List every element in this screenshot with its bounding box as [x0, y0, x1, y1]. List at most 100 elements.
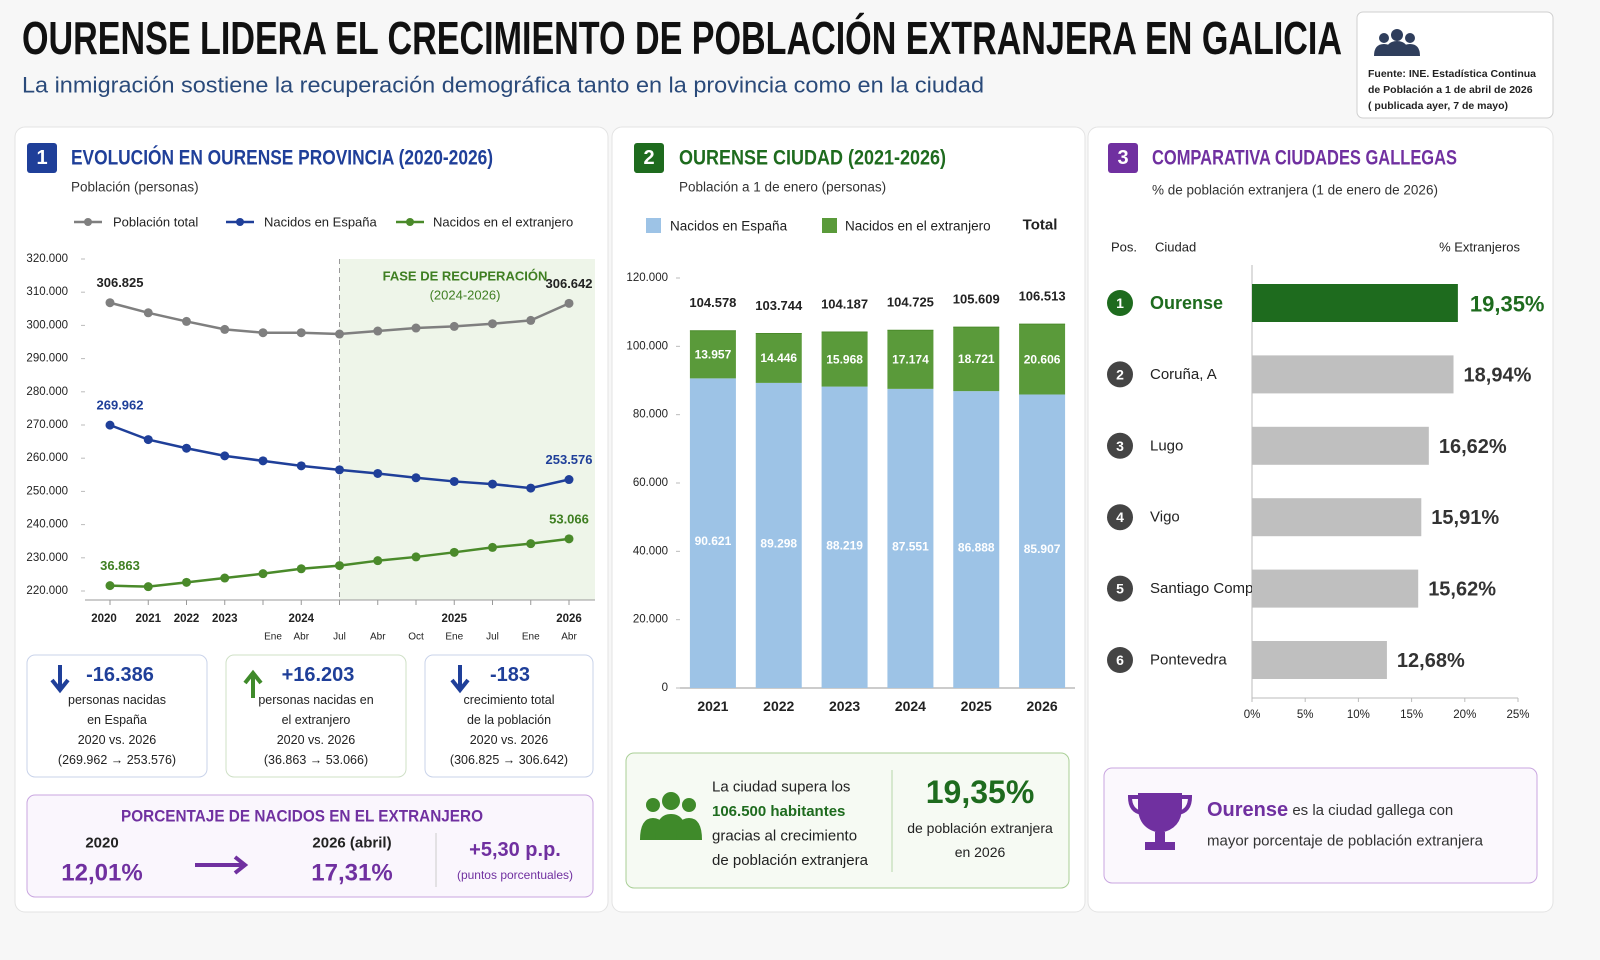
- data-label: 36.863: [100, 558, 140, 573]
- x-tick-label: 15%: [1400, 709, 1423, 721]
- panel-number: 3: [1117, 147, 1128, 169]
- y-tick-label: 220.000: [26, 585, 68, 597]
- point: [373, 556, 383, 566]
- bar-segment: [953, 327, 1000, 392]
- bar-segment: [689, 330, 736, 379]
- kpi-text: (269.962 → 253.576): [58, 753, 176, 767]
- y-tick-label: 100.000: [626, 340, 668, 352]
- x-tick-label: 0%: [1244, 709, 1261, 721]
- y-tick-label: 40.000: [633, 545, 668, 557]
- point: [182, 316, 191, 326]
- x-tick-label: 2023: [829, 698, 860, 714]
- city-note: en 2026: [955, 844, 1006, 860]
- kpi-value: -183: [490, 664, 530, 686]
- position-badge: [1107, 647, 1133, 673]
- y-tick-label: 20.000: [633, 614, 668, 626]
- panel-title: COMPARATIVA CIUDADES GALLEGAS: [1152, 147, 1457, 170]
- city-text: gracias al crecimiento: [712, 828, 857, 845]
- y-tick-label: 250.000: [26, 485, 68, 497]
- point: [220, 324, 230, 334]
- x-tick-label: 2022: [174, 613, 200, 625]
- point: [449, 476, 459, 486]
- y-tick-label: 60.000: [633, 477, 668, 489]
- arrow-right: [195, 855, 249, 875]
- city-text: de población extranjera: [712, 852, 869, 869]
- legend-swatch: [822, 218, 837, 233]
- data-label: 87.551: [892, 539, 929, 553]
- y-tick-label: 290.000: [26, 353, 68, 365]
- x-sublabel: Abr: [293, 632, 309, 643]
- point: [143, 308, 153, 318]
- point: [449, 321, 459, 331]
- position: 5: [1116, 581, 1124, 597]
- point: [143, 435, 153, 445]
- subtitle: La inmigración sostiene la recuperación …: [22, 73, 984, 98]
- bar: [1252, 641, 1387, 679]
- kpi-text: (306.825 → 306.642): [450, 753, 568, 767]
- y-tick-label: 300.000: [26, 319, 68, 331]
- kpi-value: +16.203: [282, 664, 355, 686]
- legend-label: Total: [1023, 217, 1058, 234]
- arrow-up: [243, 669, 263, 698]
- recovery-zone: [339, 259, 595, 600]
- point: [564, 475, 574, 485]
- kpi-card: [424, 654, 594, 778]
- point: [335, 465, 344, 475]
- data-label: 86.888: [958, 541, 995, 555]
- data-label: 253.576: [546, 452, 593, 467]
- kpi-text: 2020 vs. 2026: [470, 733, 549, 747]
- city-note: de población extranjera: [907, 820, 1053, 836]
- point: [564, 534, 574, 544]
- legend-marker: [84, 218, 92, 226]
- y-tick-label: 230.000: [26, 552, 68, 564]
- point: [335, 561, 344, 571]
- point: [411, 473, 421, 483]
- kpi-text: (36.863 → 53.066): [264, 753, 368, 767]
- data-label: 16,62%: [1439, 436, 1507, 458]
- trophy-icon: [1127, 793, 1193, 850]
- x-tick-label: 2020: [91, 613, 117, 625]
- number-box: [634, 143, 664, 173]
- point: [220, 451, 230, 461]
- position: 3: [1116, 438, 1124, 454]
- arrow-down: [450, 665, 470, 694]
- point: [488, 319, 497, 329]
- bar-segment: [1019, 324, 1066, 395]
- position-badge: [1107, 361, 1133, 388]
- x-sublabel: Jul: [333, 632, 346, 643]
- point: [105, 420, 115, 430]
- point: [143, 582, 153, 592]
- x-tick-label: 2022: [763, 698, 794, 714]
- point: [488, 479, 497, 489]
- source-text: Fuente: INE. Estadística Continua: [1368, 68, 1536, 80]
- kpi-card: [225, 654, 407, 778]
- point: [335, 329, 344, 339]
- point: [258, 569, 268, 579]
- city-label: Vigo: [1150, 509, 1180, 526]
- legend-label: Nacidos en España: [264, 215, 378, 230]
- city-value: 19,35%: [926, 774, 1035, 810]
- point: [373, 326, 383, 336]
- point: [411, 552, 421, 562]
- source-text: de Población a 1 de abril de 2026: [1368, 84, 1533, 96]
- legend-swatch: [646, 218, 661, 233]
- bar-segment: [1019, 394, 1066, 688]
- x-tick-label: 2021: [697, 698, 728, 714]
- data-label: 306.825: [97, 275, 144, 290]
- bar: [1252, 569, 1419, 608]
- kpi-text: personas nacidas en: [258, 693, 373, 707]
- panel-title: EVOLUCIÓN EN OURENSE PROVINCIA (2020-202…: [71, 146, 493, 170]
- position-badge: [1107, 290, 1133, 316]
- people-icon: [1374, 29, 1420, 56]
- x-sublabel: Oct: [408, 632, 424, 643]
- total-label: 104.578: [689, 295, 736, 310]
- y-tick-label: 280.000: [26, 386, 68, 398]
- bar-segment: [755, 333, 802, 383]
- kpi-text: el extranjero: [282, 713, 351, 727]
- city-label: Pontevedra: [1150, 652, 1227, 669]
- data-label: 12,68%: [1397, 650, 1465, 672]
- kpi-card: [26, 654, 208, 778]
- point: [105, 581, 115, 591]
- number-box: [27, 143, 57, 173]
